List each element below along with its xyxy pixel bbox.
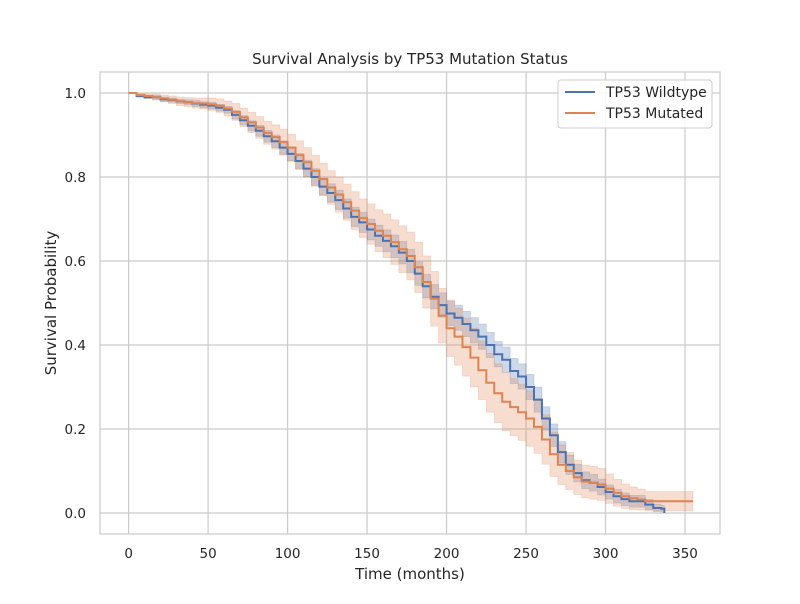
y-tick-label: 1.0: [65, 86, 86, 102]
x-tick-label: 0: [124, 546, 133, 562]
chart-title: Survival Analysis by TP53 Mutation Statu…: [252, 50, 568, 68]
y-axis-label: Survival Probability: [42, 231, 60, 376]
y-tick-label: 0.6: [65, 254, 86, 270]
x-tick-label: 300: [593, 546, 619, 562]
y-tick-label: 0.4: [65, 338, 86, 354]
legend: TP53 Wildtype TP53 Mutated: [557, 79, 713, 129]
plot-area: [100, 72, 720, 534]
survival-curves: [128, 92, 693, 513]
y-tick-label: 0.2: [65, 422, 86, 438]
confidence-band-tp53-mutated: [128, 92, 694, 512]
legend-box: [557, 79, 713, 129]
x-tick-label: 100: [275, 546, 301, 562]
x-tick-label: 50: [200, 546, 217, 562]
x-tick-label: 250: [513, 546, 539, 562]
tick-labels: 0 50 100 150 200 250 300 350 0.0 0.2 0.4 0.6 0.8 1.0: [65, 86, 698, 562]
x-axis-label: Time (months): [354, 565, 465, 583]
y-tick-label: 0.0: [65, 506, 86, 522]
survival-curve-tp53-mutated: [128, 92, 693, 503]
x-tick-label: 350: [672, 546, 698, 562]
plot-frame: [99, 71, 721, 535]
x-tick-label: 200: [434, 546, 460, 562]
x-tick-label: 150: [354, 546, 380, 562]
legend-label-tp53-wildtype: TP53 Wildtype: [605, 85, 707, 101]
y-tick-label: 0.8: [65, 170, 86, 186]
legend-label-tp53-mutated: TP53 Mutated: [605, 106, 703, 122]
